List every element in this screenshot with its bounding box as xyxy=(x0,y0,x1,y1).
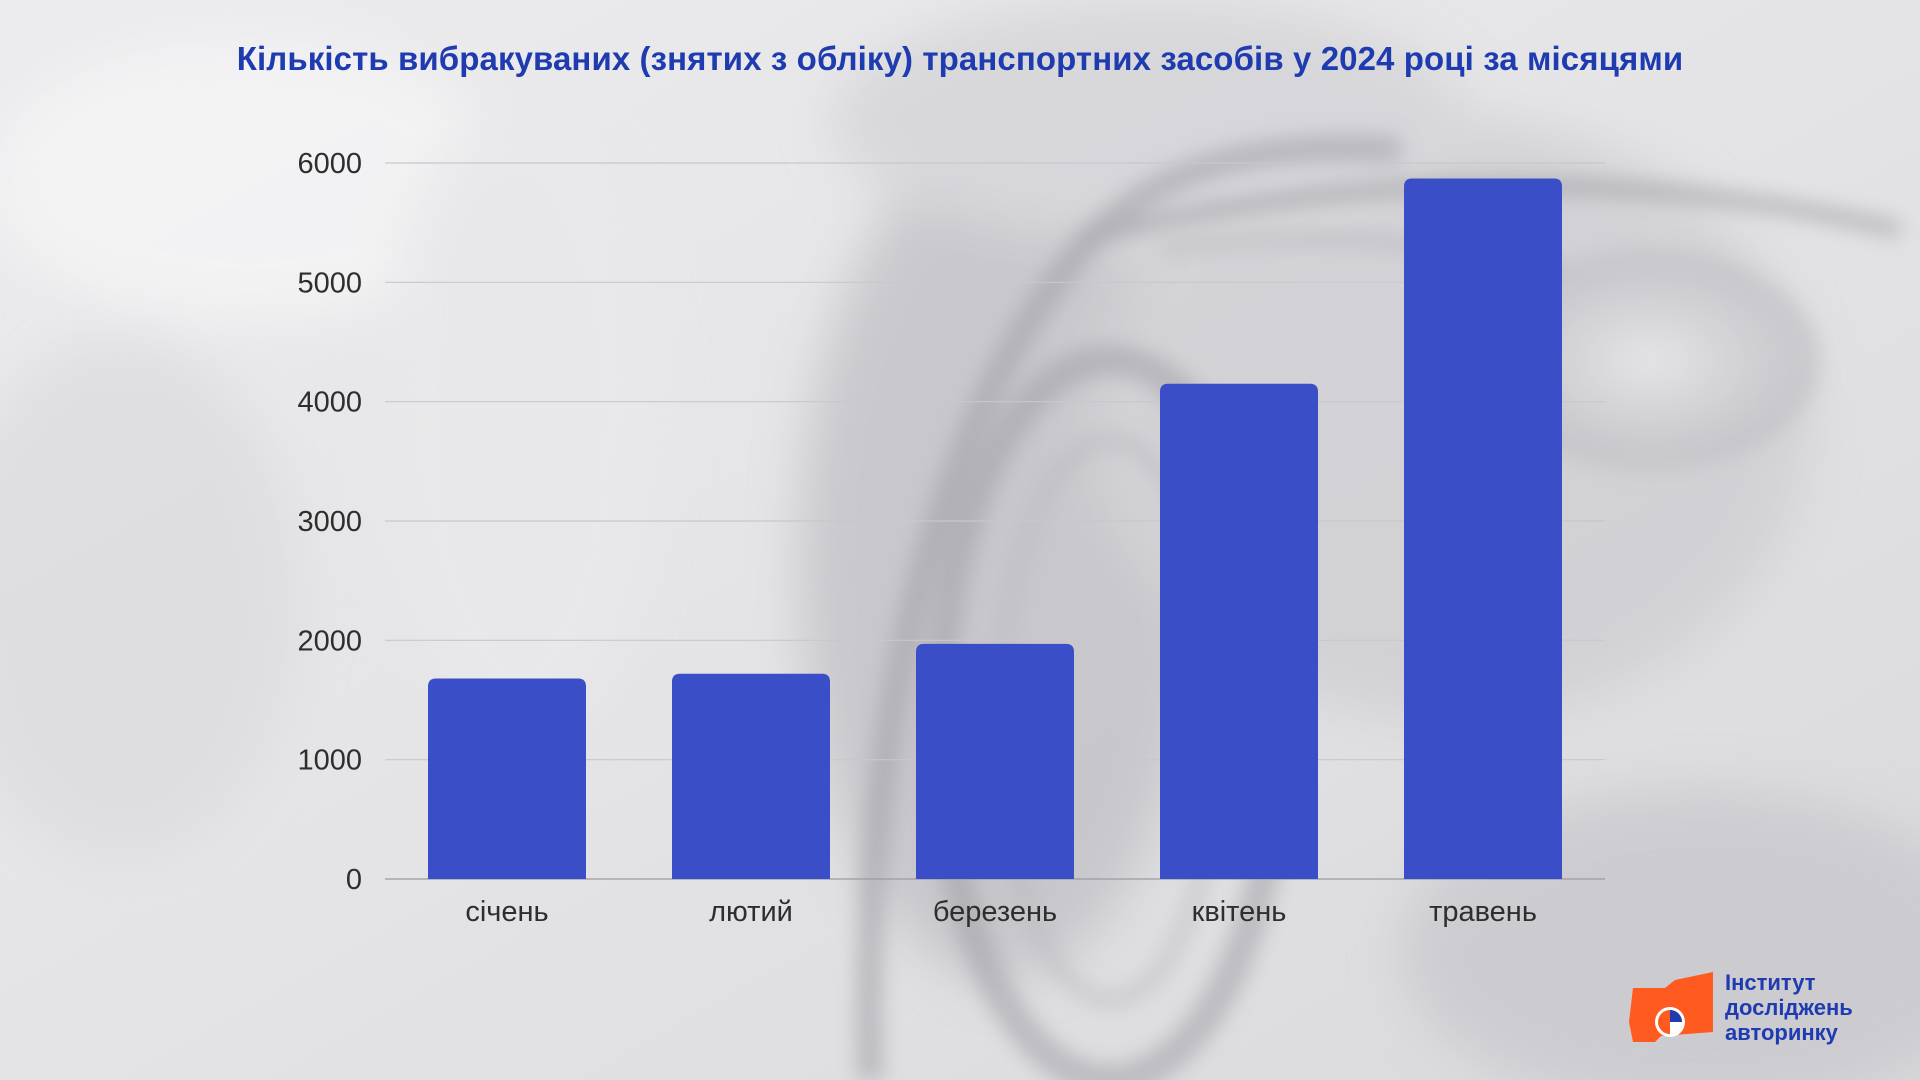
bar-квітень xyxy=(1160,383,1318,879)
pie-chart-icon xyxy=(1655,1007,1685,1037)
logo-text-line1: Інститут xyxy=(1725,970,1816,995)
y-tick-label: 5000 xyxy=(297,267,362,299)
bar-травень xyxy=(1404,178,1562,880)
y-tick-label: 2000 xyxy=(297,625,362,657)
bar-березень xyxy=(916,643,1074,879)
x-tick-label: квітень xyxy=(1192,896,1287,928)
y-tick-label: 4000 xyxy=(297,387,362,419)
y-tick-label: 6000 xyxy=(297,148,362,180)
logo-text: Інститут досліджень авторинку xyxy=(1725,970,1905,1045)
y-tick-label: 0 xyxy=(346,864,362,896)
bar-лютий xyxy=(672,673,830,879)
x-tick-label: лютий xyxy=(709,896,793,928)
institute-logo: Інститут досліджень авторинку xyxy=(1625,970,1905,1050)
chart-title: Кількість вибракуваних (знятих з обліку)… xyxy=(236,40,1684,77)
x-tick-label: березень xyxy=(933,896,1057,928)
x-axis-tick-labels: січень лютий березень квітень травень xyxy=(465,896,1537,928)
logo-flag-shape xyxy=(1629,972,1713,1042)
logo-mark xyxy=(1629,972,1713,1042)
y-tick-label: 3000 xyxy=(297,506,362,538)
logo-text-line3: авторинку xyxy=(1725,1020,1838,1045)
bars xyxy=(428,178,1562,880)
y-tick-label: 1000 xyxy=(297,745,362,777)
x-tick-label: січень xyxy=(465,896,548,928)
bar-січень xyxy=(428,678,586,879)
y-axis-tick-labels: 0 1000 2000 3000 4000 5000 6000 xyxy=(297,148,362,896)
logo-text-line2: досліджень xyxy=(1725,995,1853,1020)
x-tick-label: травень xyxy=(1429,896,1537,928)
